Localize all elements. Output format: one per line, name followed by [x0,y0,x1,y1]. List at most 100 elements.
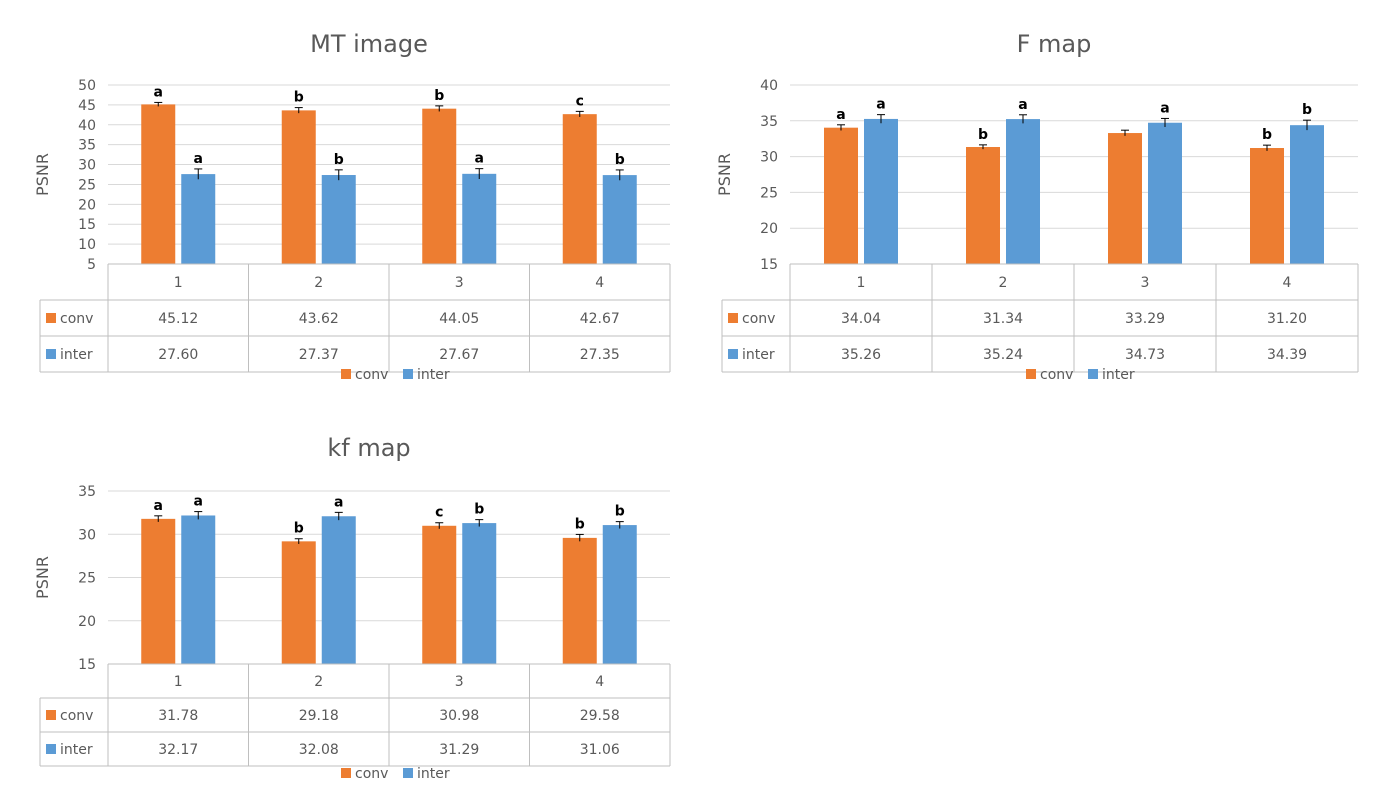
x-tick-label: 1 [174,674,183,690]
y-axis-label: PSNR [33,153,52,196]
table-value: 31.06 [580,742,620,758]
significance-label: b [294,90,304,106]
bar-inter [181,515,216,664]
bar-inter [321,175,356,264]
chart-title: F map [1017,30,1092,58]
bar-conv [1250,148,1284,264]
chart-svg: kf map 15 20 25 30 35 PSNR a b c b a a b b 1 2 3 4 conv 31.7… [33,434,671,782]
x-tick-label: 3 [1141,275,1150,291]
chart-f-map: F map 15 20 25 30 35 40 PSNR a b b a a a b 1 2 3 4 conv 34.0… [690,0,1379,400]
table-value: 45.12 [158,311,198,327]
table-legend-key [46,349,56,359]
y-tick-label: 25 [78,571,96,587]
table-series-name: conv [60,708,93,724]
x-tick-label: 2 [999,275,1008,291]
chart-title: kf map [327,434,410,462]
y-tick-label: 15 [78,217,96,233]
y-tick-label: 20 [78,197,96,213]
table-value: 27.60 [158,347,198,363]
legend-key [1026,369,1036,379]
x-tick-label: 1 [857,275,866,291]
table-legend-key [46,313,56,323]
significance-label: b [575,516,585,532]
bar-conv [824,127,858,264]
table-value: 32.08 [299,742,339,758]
table-series-name: inter [60,742,93,758]
y-tick-label: 30 [78,158,96,174]
x-tick-label: 4 [1283,275,1292,291]
y-tick-label: 40 [760,78,778,94]
y-tick-label: 25 [760,185,778,201]
y-tick-label: 50 [78,78,96,94]
y-tick-label: 45 [78,98,96,114]
legend-key [341,369,351,379]
bar-inter [1148,122,1182,264]
significance-label: a [194,494,203,510]
significance-label: a [334,494,343,510]
bar-inter [1006,119,1040,264]
x-tick-label: 4 [595,275,604,291]
table-value: 31.29 [439,742,479,758]
bar-conv [422,108,457,264]
x-tick-label: 2 [314,275,323,291]
table-value: 34.39 [1267,347,1307,363]
y-tick-label: 10 [78,237,96,253]
bar-conv [1108,133,1142,264]
table-value: 29.58 [580,708,620,724]
table-value: 35.24 [983,347,1023,363]
significance-label: b [615,504,625,520]
significance-label: b [1302,102,1312,118]
y-tick-label: 40 [78,118,96,134]
chart-kf-map: kf map 15 20 25 30 35 PSNR a b c b a a b b 1 2 3 4 conv 31.7… [0,404,680,808]
table-value: 31.34 [983,311,1023,327]
y-tick-label: 20 [78,614,96,630]
table-value: 27.35 [580,347,620,363]
legend-label: inter [417,766,450,782]
legend-label: conv [355,766,388,782]
legend-label: inter [1102,367,1135,383]
chart-title: MT image [310,30,428,58]
bar-conv [281,110,316,264]
legend-label: inter [417,367,450,383]
bar-inter [864,118,898,264]
legend-label: conv [355,367,388,383]
table-value: 27.67 [439,347,479,363]
significance-label: a [154,84,163,100]
x-tick-label: 4 [595,674,604,690]
x-tick-label: 3 [455,674,464,690]
y-tick-label: 15 [760,257,778,273]
bar-inter [181,174,216,264]
table-value: 32.17 [158,742,198,758]
table-value: 34.04 [841,311,881,327]
bar-conv [281,541,316,664]
significance-label: a [1160,100,1169,116]
significance-label: a [1018,97,1027,113]
table-series-name: inter [742,347,775,363]
bar-inter [1290,125,1324,264]
significance-label: b [615,152,625,168]
chart-mt-image: MT image 5 10 15 20 25 30 35 40 45 50 PSNR a b b c a b a b 1… [0,0,680,400]
table-value: 33.29 [1125,311,1165,327]
legend-label: conv [1040,367,1073,383]
significance-label: a [194,151,203,167]
bar-conv [562,537,597,664]
bar-conv [966,147,1000,264]
bar-inter [462,523,497,664]
table-value: 31.20 [1267,311,1307,327]
bar-inter [602,175,637,264]
legend-key [1088,369,1098,379]
x-tick-label: 3 [455,275,464,291]
table-series-name: inter [60,347,93,363]
significance-label: b [474,502,484,518]
table-value: 31.78 [158,708,198,724]
table-value: 42.67 [580,311,620,327]
significance-label: c [576,93,584,109]
y-axis-label: PSNR [715,153,734,196]
table-legend-key [728,313,738,323]
bar-inter [602,525,637,664]
bar-inter [321,516,356,664]
y-tick-label: 15 [78,657,96,673]
significance-label: b [334,152,344,168]
chart-svg: F map 15 20 25 30 35 40 PSNR a b b a a a b 1 2 3 4 conv 34.0… [715,30,1359,383]
table-value: 29.18 [299,708,339,724]
